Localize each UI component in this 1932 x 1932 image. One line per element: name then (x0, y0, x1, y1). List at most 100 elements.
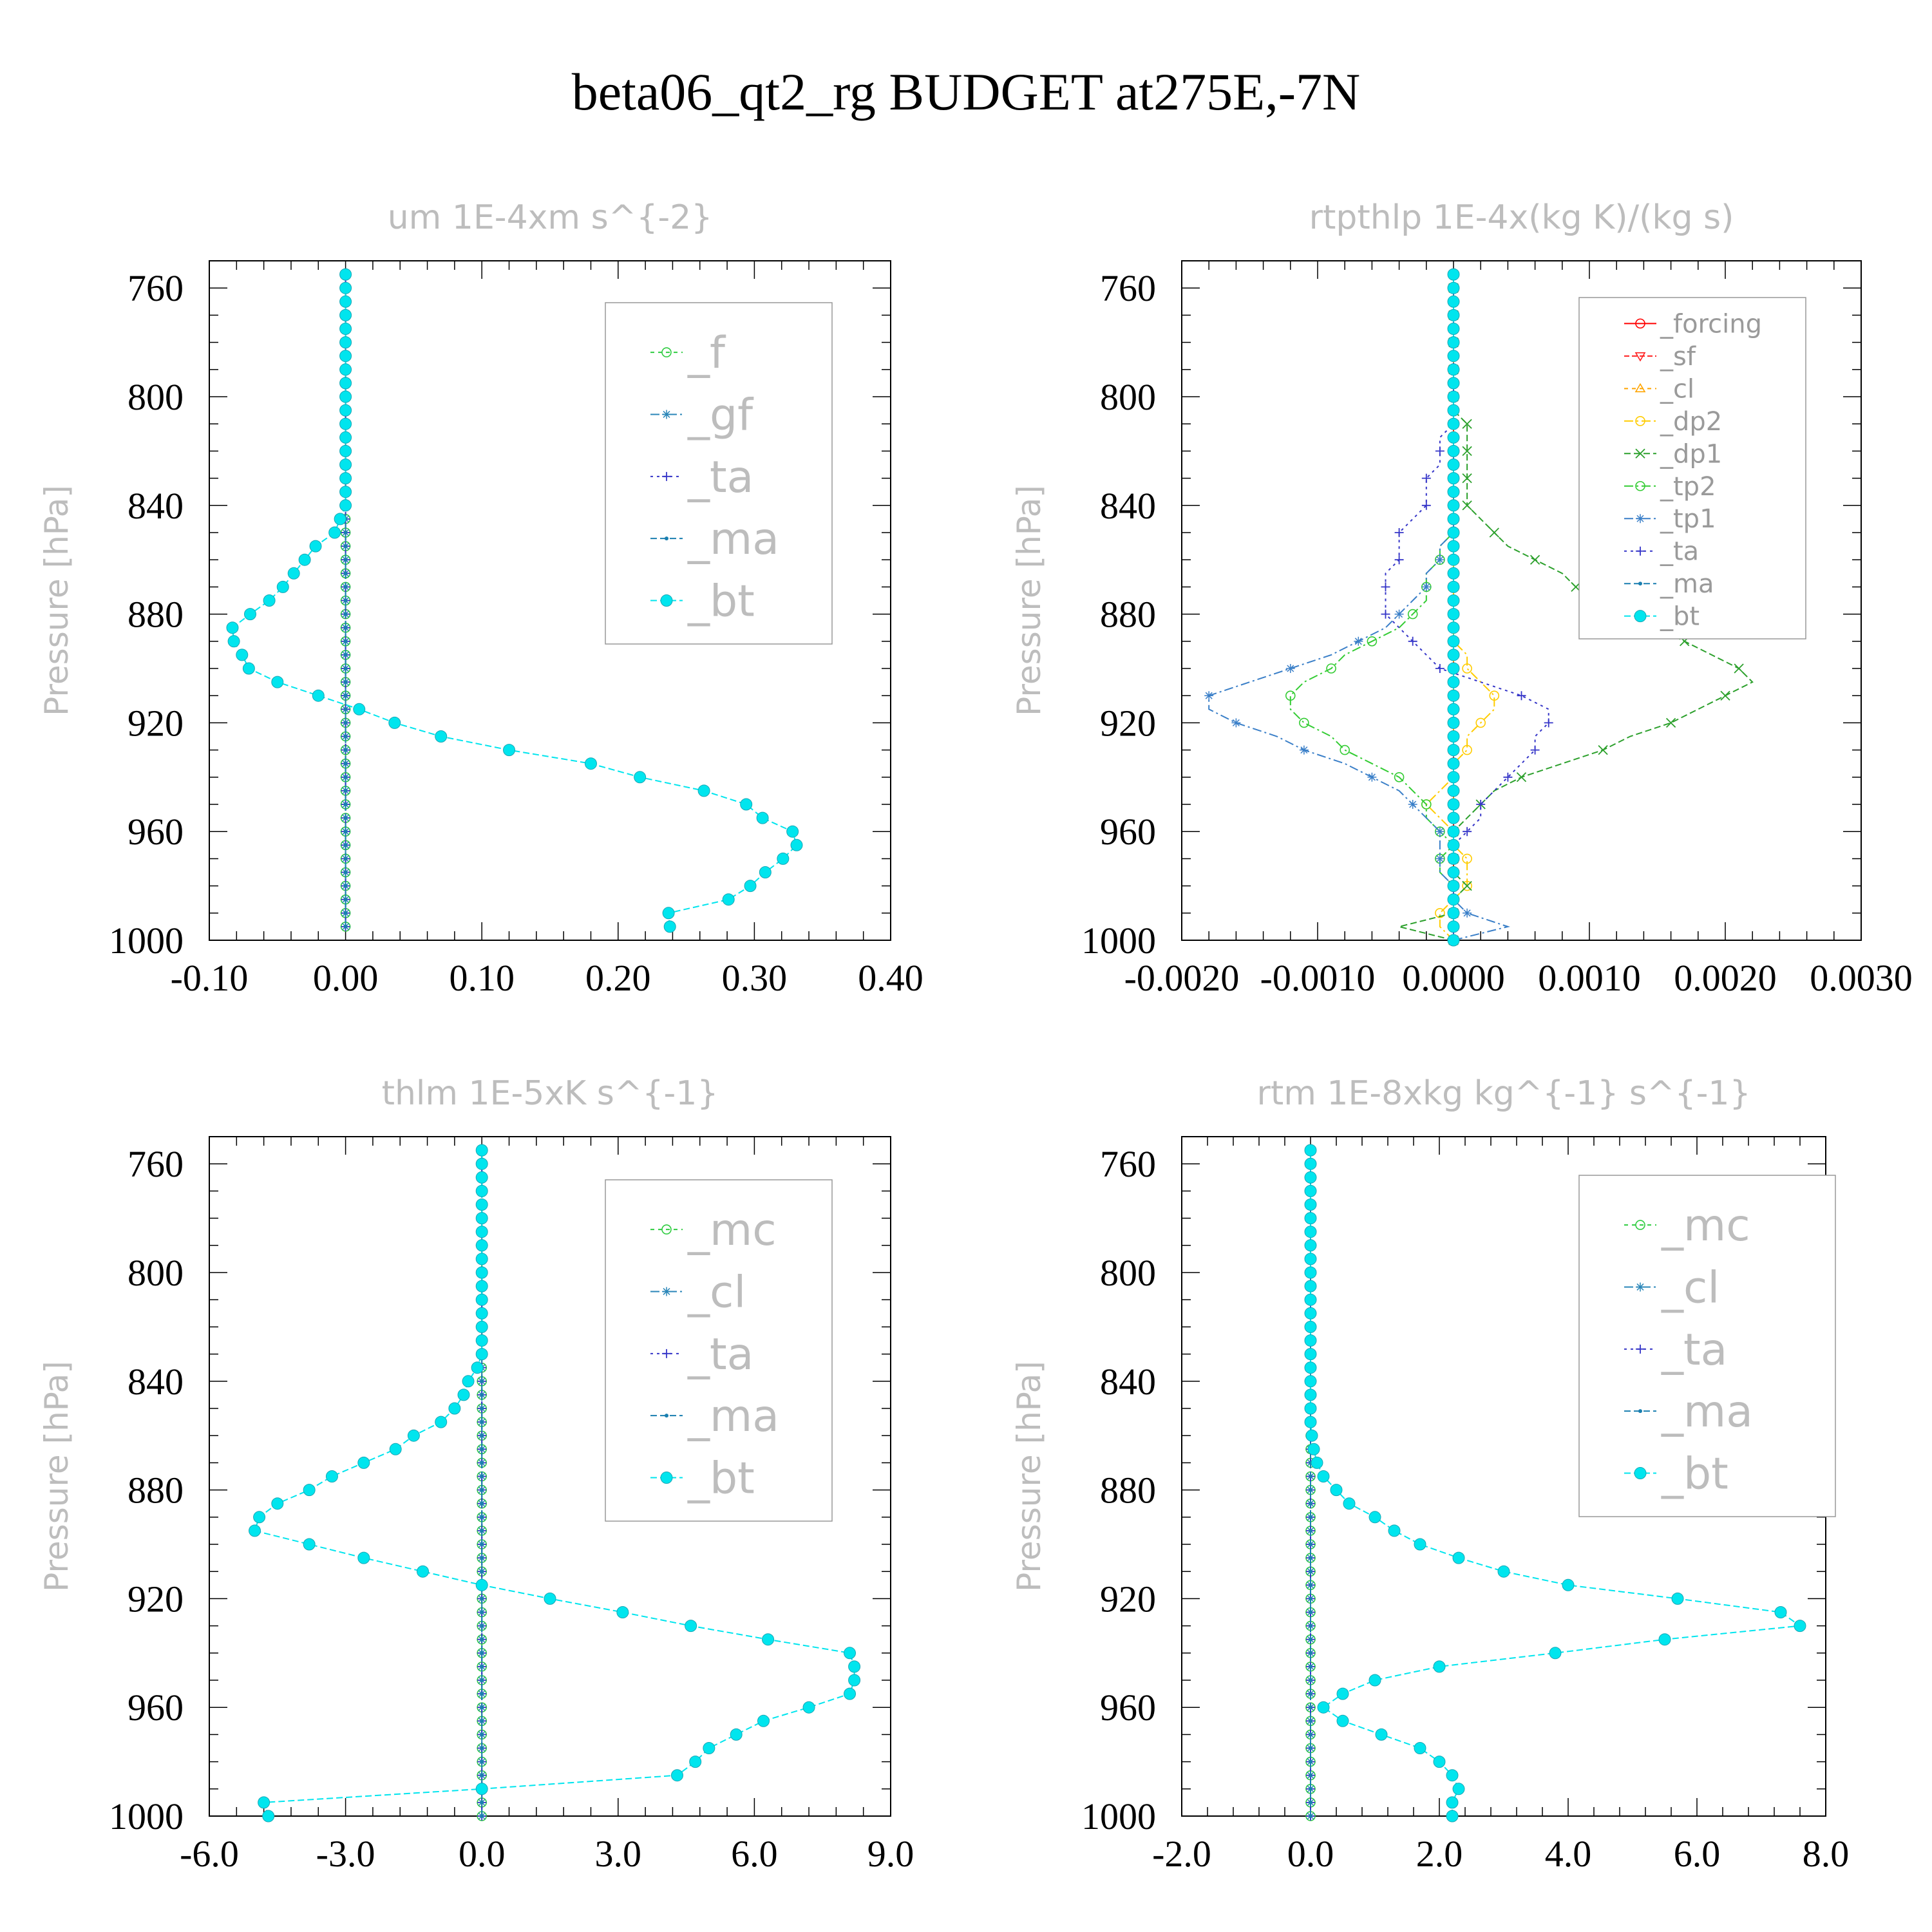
data-point (1304, 1375, 1317, 1388)
data-point (1447, 472, 1460, 485)
data-point (1304, 1348, 1317, 1361)
data-point (1497, 1565, 1510, 1578)
y-tick-label: 920 (128, 702, 184, 744)
data-point (475, 1320, 488, 1333)
data-point (298, 553, 311, 566)
legend-box (1578, 1175, 1836, 1517)
legend-marker (1636, 546, 1645, 556)
y-axis-label: Pressure [hPa] (1010, 485, 1048, 716)
data-point (339, 336, 352, 349)
data-point (1309, 1800, 1312, 1804)
data-point (1336, 1714, 1349, 1727)
data-point (328, 526, 341, 539)
legend-marker (660, 594, 673, 607)
data-point (1309, 1692, 1312, 1696)
data-point (762, 1633, 775, 1646)
data-point (480, 1542, 484, 1546)
x-tick-label: 8.0 (1803, 1833, 1850, 1875)
series-line (1385, 274, 1549, 940)
legend-label: _forcing (1660, 309, 1762, 339)
x-tick-label: 6.0 (731, 1833, 778, 1875)
data-point (263, 594, 276, 607)
data-point (1671, 1592, 1684, 1605)
data-point (343, 816, 348, 820)
data-point (1447, 459, 1460, 471)
plot-frame (209, 260, 891, 941)
data-point (1447, 608, 1460, 621)
legend-label: _ta (687, 1329, 753, 1380)
data-point (1340, 744, 1350, 755)
y-tick-label: 880 (1100, 1470, 1156, 1511)
data-point (475, 1144, 488, 1157)
data-point (1381, 609, 1390, 619)
data-point (1433, 1756, 1446, 1768)
data-point (475, 1293, 488, 1306)
data-point (1299, 717, 1309, 728)
data-point (389, 1443, 402, 1455)
x-tick-label: -0.0020 (1124, 957, 1240, 999)
data-point (1435, 664, 1444, 673)
data-point (475, 1578, 488, 1591)
x-tick-label: 3.0 (595, 1833, 642, 1875)
data-point (1304, 1334, 1317, 1347)
series-bt (1304, 1144, 1806, 1823)
data-point (1489, 690, 1500, 701)
data-point (1462, 473, 1472, 484)
data-point (343, 694, 348, 698)
data-point (480, 1800, 484, 1804)
data-point (480, 1447, 484, 1452)
x-tick-label: -0.0010 (1260, 957, 1376, 999)
data-point (1304, 1388, 1317, 1401)
x-tick-label: 2.0 (1416, 1833, 1463, 1875)
data-point (757, 1714, 770, 1727)
legend-marker (1635, 1220, 1645, 1230)
data-point (1447, 336, 1460, 349)
data-point (1326, 663, 1336, 674)
x-tick-label: 0.40 (858, 957, 923, 999)
data-point (226, 621, 239, 634)
data-point (435, 730, 448, 743)
data-point (243, 608, 256, 621)
data-point (339, 295, 352, 308)
legend-label: _ta (1660, 537, 1699, 567)
data-point (462, 1375, 475, 1388)
data-point (339, 431, 352, 444)
data-point (1447, 771, 1460, 784)
y-tick-label: 880 (128, 1470, 184, 1511)
legend-marker (1635, 318, 1645, 329)
data-point (253, 1511, 266, 1524)
data-point (343, 775, 348, 779)
data-point (339, 350, 352, 363)
data-point (1408, 800, 1417, 809)
data-point (1299, 745, 1309, 755)
chart-title: rtm 1E-8xkg kg^{-1} s^{-1} (1256, 1074, 1750, 1113)
legend-marker (1638, 582, 1642, 586)
data-point (480, 1379, 484, 1383)
legend-marker (1634, 383, 1646, 393)
y-tick-label: 760 (128, 1143, 184, 1185)
data-point (343, 843, 348, 848)
data-point (1452, 1783, 1465, 1795)
legend-label: _dp2 (1660, 407, 1722, 437)
data-point (1304, 1293, 1317, 1306)
legend-label: _cl (1660, 374, 1694, 404)
data-point (1309, 1542, 1312, 1546)
data-point (759, 866, 772, 878)
data-point (1447, 811, 1460, 824)
data-point (1309, 1637, 1312, 1642)
data-point (1304, 1184, 1317, 1197)
legend-marker (662, 471, 671, 481)
data-point (1447, 499, 1460, 512)
data-point (1447, 417, 1460, 430)
data-point (1231, 718, 1241, 728)
legend-label: _dp1 (1660, 439, 1722, 469)
series-ta (1381, 274, 1553, 945)
data-point (1304, 1361, 1317, 1374)
data-point (689, 1756, 702, 1768)
data-point (1304, 1212, 1317, 1225)
data-point (1447, 594, 1460, 607)
legend-label: _cl (1661, 1262, 1719, 1313)
data-point (262, 1810, 275, 1823)
legend: _f _gf _ta _ma _bt (605, 302, 833, 645)
legend-marker (662, 1349, 671, 1358)
